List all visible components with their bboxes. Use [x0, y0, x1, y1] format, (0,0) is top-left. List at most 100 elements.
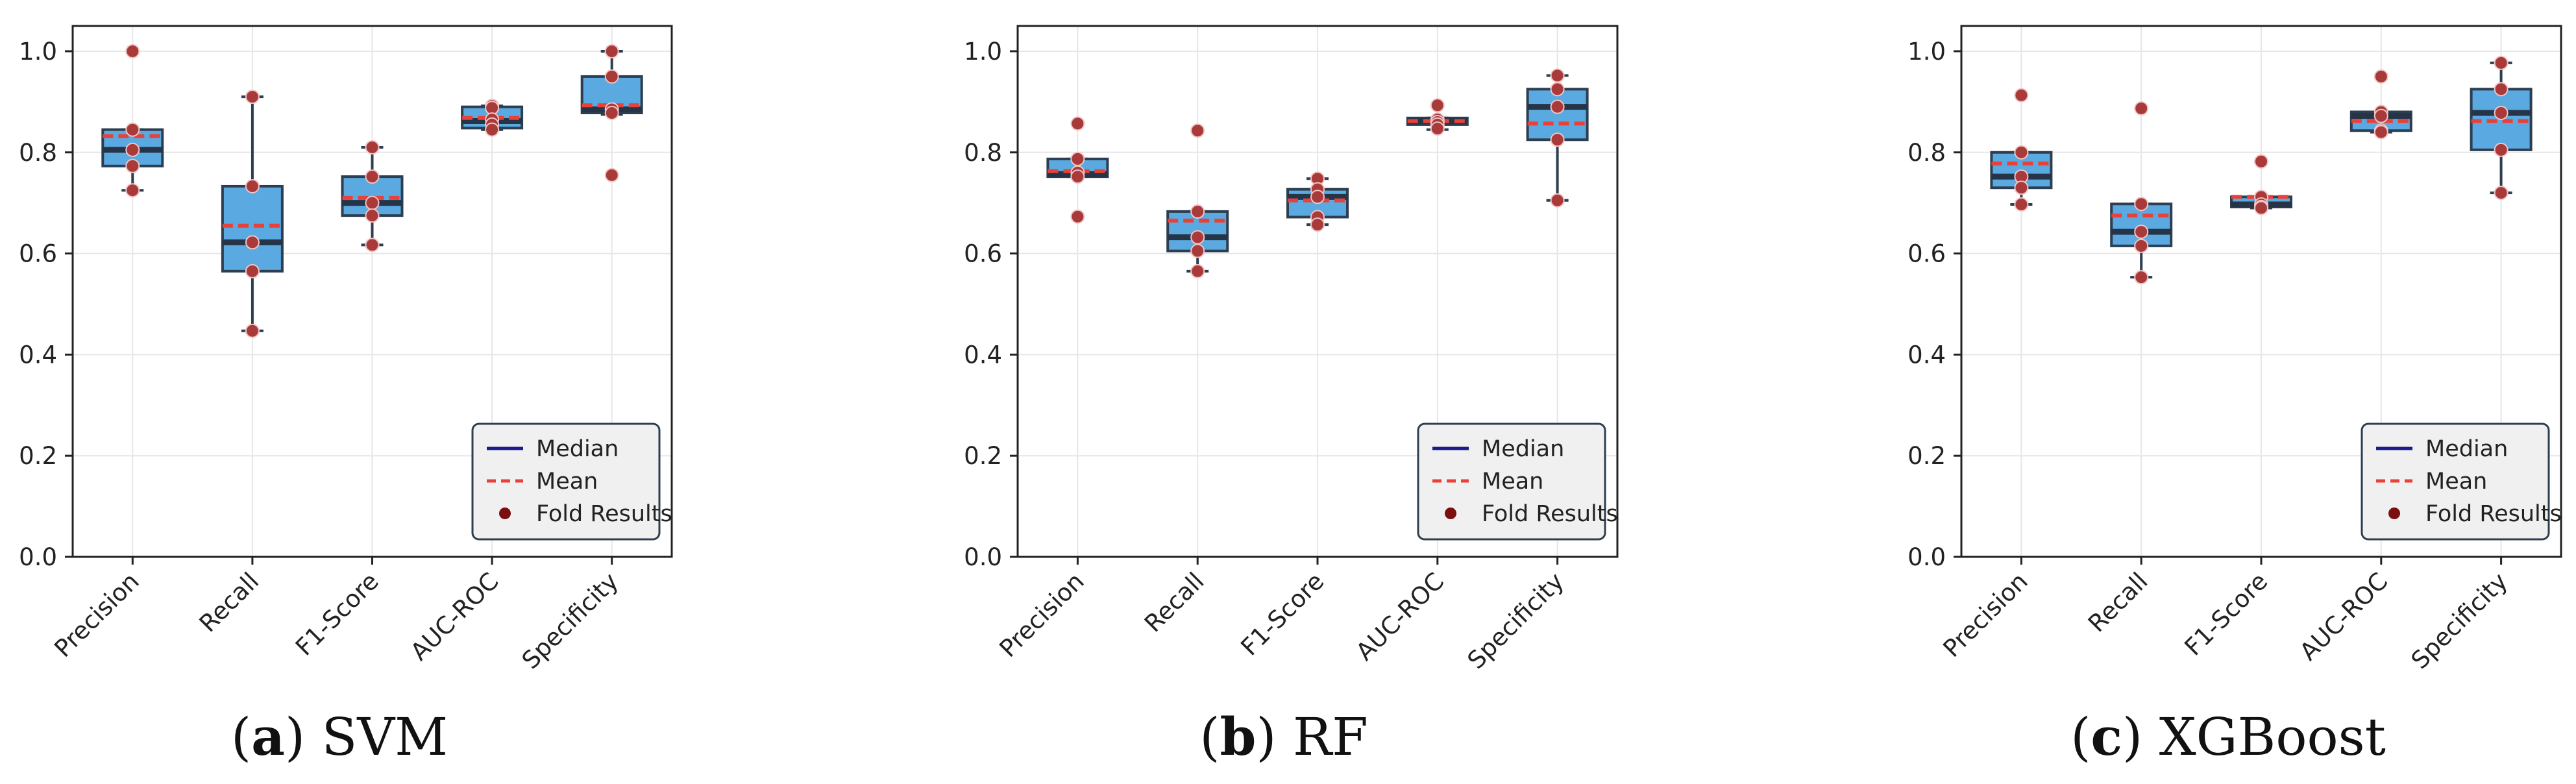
box-fscore — [341, 140, 404, 252]
fold-point — [2254, 201, 2268, 215]
panel-caption: (c) XGBoost — [2070, 706, 2386, 767]
y-tick-label: 0.2 — [19, 442, 57, 470]
y-tick-label: 0.6 — [964, 240, 1002, 268]
box-body — [1526, 88, 1589, 141]
legend-median-label: Median — [1482, 436, 1564, 462]
box-fscore — [2230, 154, 2292, 215]
fold-point — [1190, 243, 1205, 258]
y-tick-label: 0.0 — [1907, 543, 1946, 571]
fold-point — [2374, 108, 2388, 123]
x-tick-label: Recall — [1139, 567, 1209, 637]
chart-panel-a: 0.0 0.2 0.4 0.6 0.8 1.0 Precision Recall F1-Scor… — [19, 25, 673, 767]
fold-point — [2254, 154, 2268, 169]
y-tick-label: 0.6 — [1907, 240, 1946, 268]
fold-point — [1430, 98, 1445, 113]
y-tick-label: 0.0 — [964, 543, 1002, 571]
fold-point — [1190, 230, 1205, 245]
fold-point — [2134, 238, 2149, 253]
fold-point — [1430, 121, 1445, 136]
chart-panel-c: 0.0 0.2 0.4 0.6 0.8 1.0 Precision Recall F1-Scor… — [1907, 25, 2562, 767]
fold-point — [604, 167, 619, 182]
fold-point — [2134, 101, 2149, 116]
y-tick-label: 0.2 — [964, 442, 1002, 470]
legend-points-swatch — [2388, 508, 2400, 519]
fold-point — [1070, 169, 1085, 184]
x-tick-label: F1-Score — [2179, 567, 2274, 661]
fold-point — [2374, 69, 2388, 84]
x-tick-label: Specificity — [2406, 567, 2513, 674]
fold-point — [2134, 270, 2149, 285]
caption-model-name: SVM — [322, 707, 448, 767]
fold-point — [245, 263, 260, 278]
x-tick-label: Precision — [994, 567, 1090, 663]
fold-point — [125, 183, 140, 198]
caption-open-paren: ( — [2070, 707, 2091, 767]
box-specificity — [580, 43, 643, 182]
y-tick-label: 0.8 — [1907, 139, 1946, 167]
caption-model-name: XGBoost — [2159, 707, 2386, 767]
caption-open-paren: ( — [231, 707, 251, 767]
y-tick-label: 0.4 — [1907, 341, 1946, 369]
fold-point — [365, 208, 380, 223]
fold-point — [245, 178, 260, 193]
x-tick-label: Precision — [1938, 567, 2033, 663]
x-tick-label: AUC-ROC — [405, 567, 504, 666]
legend: Median Mean Fold Results — [1417, 423, 1618, 541]
fold-point — [365, 140, 380, 154]
box-recall — [221, 90, 284, 338]
caption-close-paren: ) — [1256, 707, 1293, 767]
y-tick-label: 0.8 — [19, 139, 57, 167]
x-tick-label: Precision — [49, 567, 145, 663]
box-aucroc — [2349, 69, 2412, 140]
legend-mean-label: Mean — [1482, 469, 1543, 495]
x-tick-label: AUC-ROC — [1351, 567, 1449, 666]
caption-letter: b — [1220, 706, 1256, 767]
legend: Median Mean Fold Results — [471, 423, 672, 541]
fold-point — [1550, 82, 1565, 97]
fold-point — [2014, 180, 2029, 195]
x-tick-label: Specificity — [1462, 567, 1569, 674]
fold-point — [1550, 68, 1565, 83]
y-tick-label: 0.8 — [964, 139, 1002, 167]
fold-point — [245, 323, 260, 338]
box-specificity — [1526, 68, 1589, 208]
y-tick-label: 0.0 — [19, 543, 57, 571]
legend-median-label: Median — [2425, 436, 2508, 462]
fold-point — [365, 169, 380, 184]
fold-point — [604, 105, 619, 120]
x-tick-label: F1-Score — [1236, 567, 1330, 661]
x-tick-label: F1-Score — [290, 567, 384, 661]
fold-point — [485, 122, 500, 137]
caption-letter: c — [2091, 706, 2122, 767]
fold-point — [2014, 197, 2029, 212]
fold-point — [1190, 204, 1205, 219]
caption-close-paren: ) — [285, 707, 322, 767]
fold-point — [2014, 145, 2029, 160]
chart-panel-b: 0.0 0.2 0.4 0.6 0.8 1.0 Precision Recall F1-Scor… — [964, 25, 1619, 767]
fold-point — [365, 195, 380, 210]
legend-points-label: Fold Results — [1482, 501, 1618, 527]
box-recall — [1166, 123, 1229, 278]
fold-point — [125, 142, 140, 157]
fold-point — [2494, 55, 2509, 70]
fold-point — [1190, 263, 1205, 278]
box-fscore — [1286, 171, 1349, 232]
legend-box — [471, 423, 661, 541]
fold-point — [2014, 88, 2029, 103]
fold-point — [1070, 209, 1085, 224]
fold-point — [2494, 105, 2509, 120]
fold-point — [2494, 186, 2509, 201]
fold-point — [365, 238, 380, 252]
fold-point — [1550, 193, 1565, 208]
x-tick-label: Specificity — [517, 567, 624, 674]
fold-point — [1310, 217, 1325, 232]
box-specificity — [2470, 55, 2533, 201]
box-aucroc — [1406, 98, 1469, 136]
y-tick-label: 0.2 — [1907, 442, 1946, 470]
fold-point — [1550, 132, 1565, 147]
fold-point — [2494, 82, 2509, 97]
legend: Median Mean Fold Results — [2361, 423, 2562, 541]
box-aucroc — [461, 99, 524, 137]
y-tick-label: 1.0 — [19, 38, 57, 66]
